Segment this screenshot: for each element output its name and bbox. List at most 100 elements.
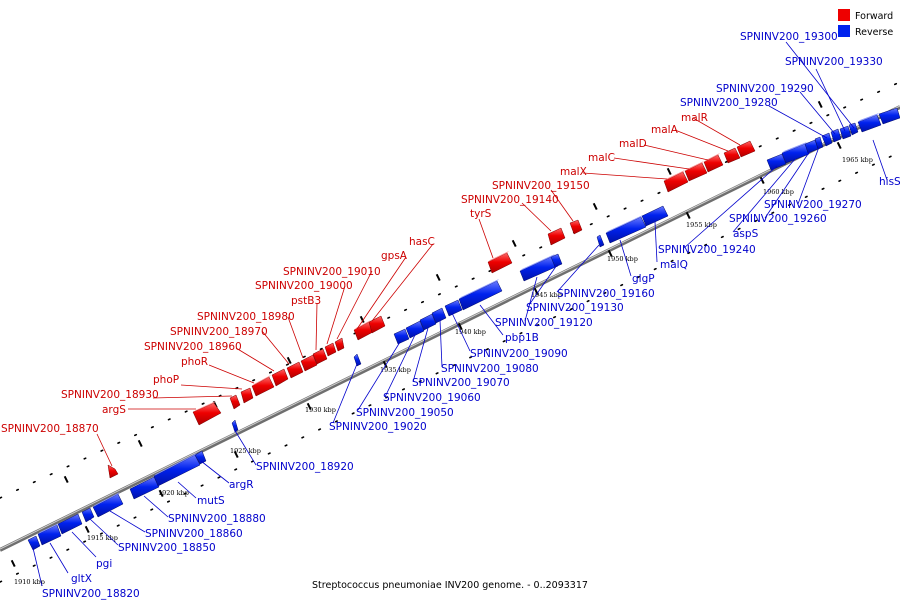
tick-label: 1925 kbp (230, 447, 261, 455)
forward-gene-label[interactable]: SPNINV200_18930 (61, 389, 159, 401)
reverse-gene-label[interactable]: SPNINV200_19300 (740, 31, 838, 43)
gene-spninv200-18970[interactable] (286, 361, 304, 379)
reverse-gene-label[interactable]: hisS (879, 176, 900, 188)
gene-spninv200-18850[interactable] (81, 507, 95, 523)
gene-gltx[interactable] (37, 524, 62, 546)
reverse-gene-label[interactable]: mutS (197, 495, 225, 507)
gene-spninv200-19330[interactable] (839, 125, 852, 140)
forward-gene-label[interactable]: SPNINV200_19010 (283, 266, 381, 278)
gene-spninv200-18860[interactable] (92, 493, 124, 518)
gene-spninv200-19090[interactable] (444, 299, 463, 317)
reverse-gene-label[interactable]: SPNINV200_19070 (412, 377, 510, 389)
gene-spninv200-19240[interactable] (766, 153, 787, 171)
reverse-gene-label[interactable]: SPNINV200_19270 (764, 199, 862, 211)
reverse-gene-label[interactable]: malQ (660, 259, 688, 271)
gene-spninv200-19000[interactable] (324, 342, 337, 357)
forward-gene-label[interactable]: pstB3 (291, 295, 321, 307)
gene-spninv200-19150[interactable] (569, 219, 583, 235)
reverse-gene-label[interactable]: SPNINV200_19240 (658, 244, 756, 256)
forward-gene-label[interactable]: malX (560, 166, 587, 178)
gene-spninv200-19140[interactable] (547, 227, 566, 246)
forward-dot-track (0, 81, 900, 499)
tick-label: 1945 kbp (531, 291, 562, 299)
reverse-gene-label[interactable]: SPNINV200_19330 (785, 56, 883, 68)
gene-malr[interactable] (736, 140, 756, 158)
gene-spninv200-19070[interactable] (419, 313, 437, 331)
gene-spninv200-18930[interactable] (229, 394, 241, 410)
reverse-gene-label[interactable]: SPNINV200_18880 (168, 513, 266, 525)
gene-spninv200-18880[interactable] (129, 476, 160, 500)
forward-gene-label[interactable]: SPNINV200_18980 (197, 311, 295, 323)
reverse-gene-label[interactable]: SPNINV200_19020 (329, 421, 427, 433)
forward-gene-label[interactable]: gpsA (381, 250, 408, 262)
reverse-gene-label[interactable]: aspS (733, 228, 759, 240)
forward-gene-label[interactable]: SPNINV200_19140 (461, 194, 559, 206)
reverse-gene-label[interactable]: SPNINV200_19160 (557, 288, 655, 300)
gene-spninv200-18820[interactable] (27, 535, 41, 551)
gene-spninv200-19300[interactable] (848, 122, 859, 136)
gene-spninv200-19050[interactable] (393, 328, 410, 345)
forward-gene-label[interactable]: malA (651, 124, 679, 136)
reverse-gene-label[interactable]: SPNINV200_18850 (118, 542, 216, 554)
tick-label: 1910 kbp (14, 578, 45, 586)
gene-pgi[interactable] (57, 513, 83, 535)
forward-gene-label[interactable]: phoP (153, 374, 179, 386)
forward-gene-label[interactable]: SPNINV200_18970 (170, 326, 268, 338)
gene-spninv200-19270[interactable] (814, 136, 824, 150)
tick-label: 1935 kbp (380, 366, 411, 374)
reverse-gene-label[interactable]: SPNINV200_19080 (441, 363, 539, 375)
genome-backbone (0, 105, 900, 552)
gene-mald[interactable] (703, 154, 724, 173)
gene-spninv200-18870[interactable] (107, 464, 119, 479)
reverse-gene-label[interactable]: pgi (96, 558, 112, 570)
reverse-gene-label[interactable]: SPNINV200_19130 (526, 302, 624, 314)
forward-gene-label[interactable]: SPNINV200_18870 (1, 423, 99, 435)
forward-gene-label[interactable]: tyrS (470, 208, 492, 220)
forward-gene-label[interactable]: hasC (409, 236, 435, 248)
forward-gene-label[interactable]: malC (588, 152, 615, 164)
forward-gene-label[interactable]: SPNINV200_18960 (144, 341, 242, 353)
gene-spninv200-18980[interactable] (300, 354, 318, 372)
gene-phop[interactable] (240, 387, 254, 404)
reverse-gene-label[interactable]: SPNINV200_18920 (256, 461, 354, 473)
gene-pbp1b[interactable] (458, 280, 503, 311)
reverse-gene-label[interactable]: gltX (71, 573, 92, 585)
gene-spninv200-18960[interactable] (271, 368, 289, 387)
gene-tail[interactable] (878, 107, 900, 125)
reverse-gene-label[interactable]: SPNINV200_18860 (145, 528, 243, 540)
reverse-gene-label[interactable]: SPNINV200_18820 (42, 588, 140, 600)
forward-gene-label[interactable]: malR (681, 112, 708, 124)
reverse-gene-label[interactable]: SPNINV200_19060 (383, 392, 481, 404)
gene-hiss[interactable] (857, 114, 882, 133)
gene-argr[interactable] (194, 450, 207, 465)
gene-malq[interactable] (641, 205, 669, 227)
gene-malx[interactable] (663, 171, 689, 193)
reverse-gene-label[interactable]: glgP (632, 273, 655, 285)
gene-mala[interactable] (723, 147, 741, 164)
legend-reverse-swatch (838, 25, 850, 37)
reverse-gene-label[interactable]: SPNINV200_19050 (356, 407, 454, 419)
reverse-gene-label[interactable]: argR (229, 479, 254, 491)
gene-phor[interactable] (251, 376, 275, 397)
reverse-gene-label[interactable]: SPNINV200_19260 (729, 213, 827, 225)
forward-gene-label[interactable]: phoR (181, 356, 208, 368)
gene-pstb3[interactable] (312, 348, 328, 365)
reverse-gene-label[interactable]: SPNINV200_19290 (716, 83, 814, 95)
tick-label: 1965 kbp (842, 156, 873, 164)
gene-spninv200-19080[interactable] (431, 307, 447, 324)
gene-spninv200-19010[interactable] (334, 337, 345, 352)
gene-spninv200-19160[interactable] (596, 234, 605, 248)
gene-spninv200-19130[interactable] (550, 253, 563, 268)
forward-gene-label[interactable]: malD (619, 138, 647, 150)
forward-gene-label[interactable]: argS (102, 404, 126, 416)
reverse-gene-label[interactable]: SPNINV200_19120 (495, 317, 593, 329)
genome-backbone-highlight (0, 105, 900, 550)
gene-spninv200-19020[interactable] (353, 353, 362, 367)
forward-gene-label[interactable]: SPNINV200_19000 (255, 280, 353, 292)
gene-hasc[interactable] (368, 315, 386, 334)
gene-spninv200-19060[interactable] (405, 320, 425, 339)
forward-gene-label[interactable]: SPNINV200_19150 (492, 180, 590, 192)
reverse-gene-label[interactable]: SPNINV200_19280 (680, 97, 778, 109)
reverse-gene-label[interactable]: pbp1B (505, 332, 539, 344)
reverse-gene-label[interactable]: SPNINV200_19090 (470, 348, 568, 360)
